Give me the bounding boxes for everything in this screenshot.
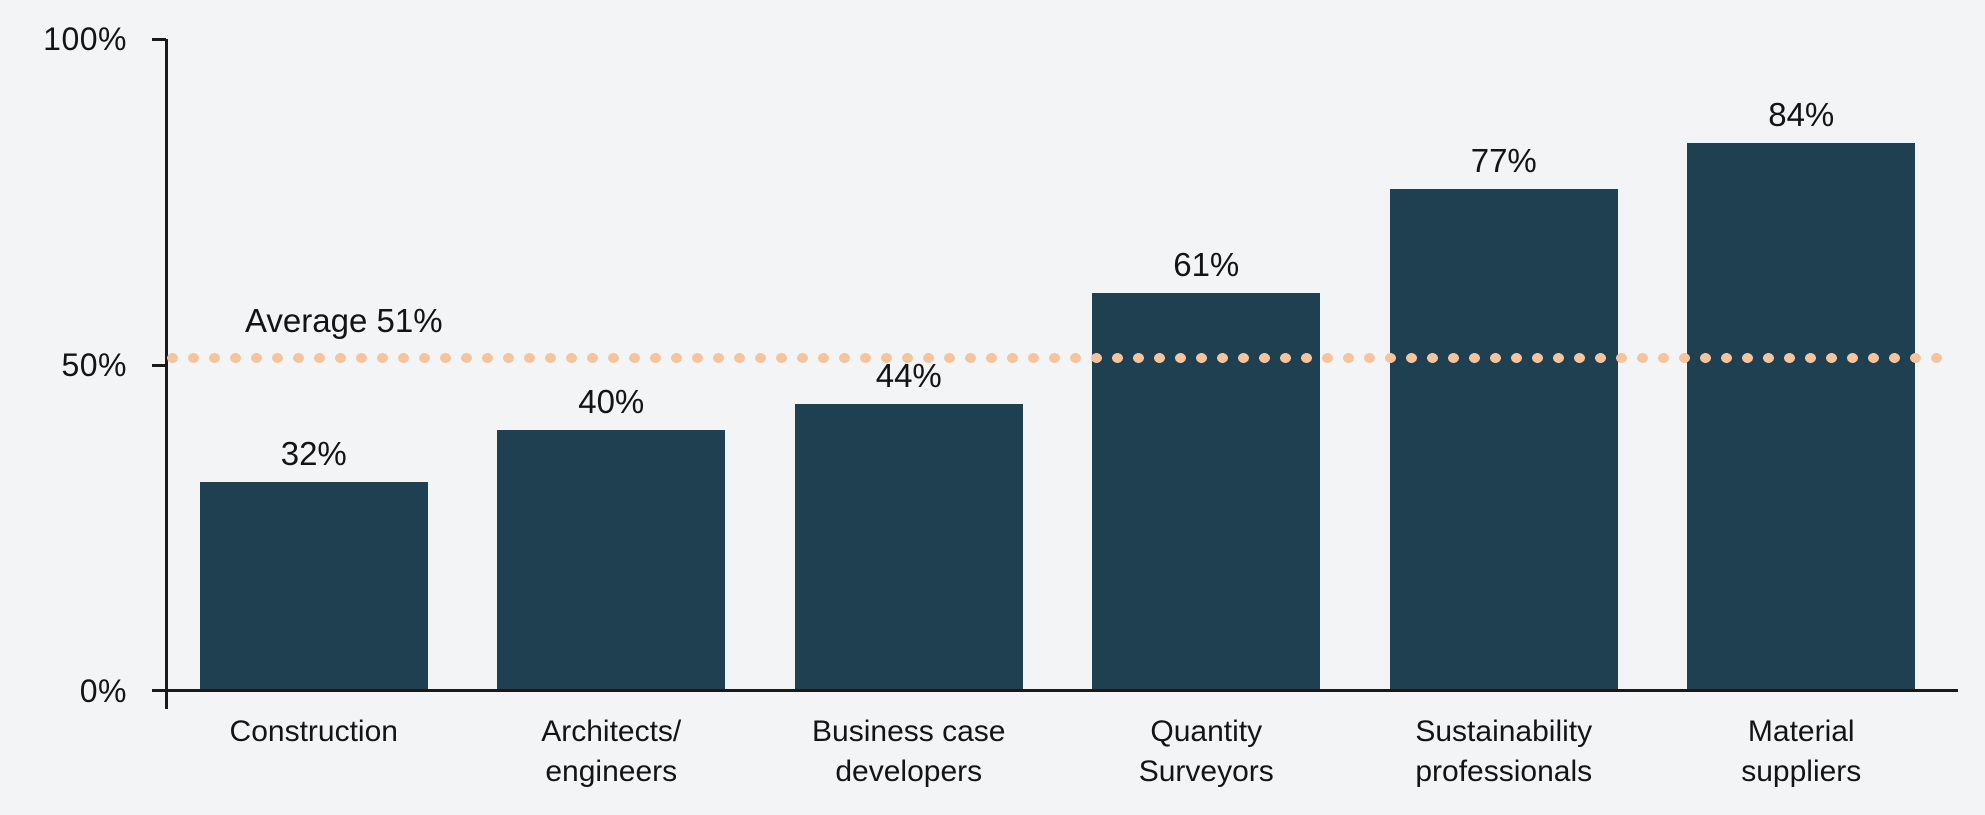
bar-sustainability-professionals	[1389, 189, 1618, 691]
category-label-line: Construction	[229, 715, 398, 748]
bar-slot-material-suppliers: 84%	[1653, 39, 1951, 691]
bar-slot-construction: 32%	[165, 39, 463, 691]
bar-value-label: 61%	[1173, 246, 1240, 283]
category-label-quantity-surveyors: Quantity Surveyors	[1058, 712, 1356, 792]
bar-value-label: 40%	[578, 383, 645, 420]
bar-slot-architects-engineers: 40%	[463, 39, 761, 691]
bar-material-suppliers	[1687, 143, 1916, 691]
category-label-line: developers	[835, 755, 983, 788]
bar-slot-business-case-developers: 44%	[760, 39, 1058, 691]
category-label-line: Surveyors	[1138, 755, 1274, 788]
average-line-label: Average 51%	[245, 302, 443, 339]
y-axis-tick-label-100: 100%	[43, 21, 127, 57]
plot-area: 32% 40% 44% 61% 77% 84%	[165, 39, 1950, 691]
y-axis-tick-100	[152, 38, 166, 41]
average-dotted-line	[167, 353, 1951, 363]
bar-value-label: 84%	[1768, 96, 1835, 133]
bar-value-label: 32%	[280, 435, 347, 472]
bar-value-label: 44%	[875, 357, 942, 394]
category-label-line: engineers	[545, 755, 678, 788]
category-label-line: professionals	[1415, 755, 1593, 788]
y-axis-tick-label-50: 50%	[61, 347, 127, 383]
category-label-material-suppliers: Material suppliers	[1653, 712, 1951, 792]
y-axis-tick-0	[152, 689, 166, 692]
bar-value-label: 77%	[1470, 142, 1537, 179]
bar-slot-sustainability-professionals: 77%	[1355, 39, 1653, 691]
bar-construction	[199, 482, 428, 691]
category-label-line: Sustainability	[1415, 715, 1593, 748]
bar-architects-engineers	[497, 430, 726, 691]
y-axis-tick-label-0: 0%	[79, 673, 127, 709]
category-label-construction: Construction	[165, 712, 463, 792]
category-label-line: Material	[1747, 715, 1855, 748]
category-label-line: suppliers	[1741, 755, 1862, 788]
category-label-line: Quantity	[1150, 715, 1263, 748]
y-axis-tick-50	[152, 364, 166, 367]
category-label-architects-engineers: Architects/ engineers	[463, 712, 761, 792]
bar-business-case-developers	[794, 404, 1023, 691]
category-label-business-case-developers: Business case developers	[760, 712, 1058, 792]
category-label-sustainability-professionals: Sustainability professionals	[1355, 712, 1653, 792]
bar-slot-quantity-surveyors: 61%	[1058, 39, 1356, 691]
x-axis-labels: Construction Architects/ engineers Busin…	[165, 712, 1950, 792]
y-axis-line	[165, 39, 168, 709]
category-label-line: Business case	[812, 715, 1006, 748]
category-label-line: Architects/	[541, 715, 682, 748]
x-axis-line	[165, 689, 1958, 692]
